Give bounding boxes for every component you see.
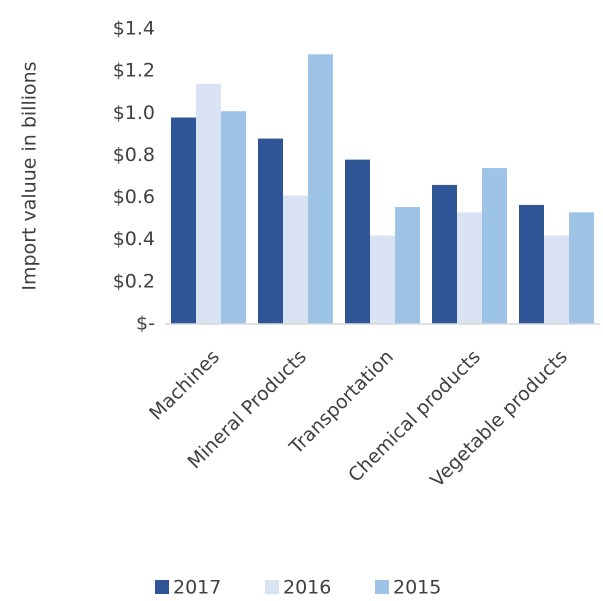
legend-label: 2016 [283, 577, 331, 599]
bar [196, 83, 221, 325]
bar [569, 212, 594, 324]
y-tick-label: $0.2 [113, 270, 155, 292]
bar [171, 117, 196, 324]
legend-swatch [375, 580, 389, 594]
bar [395, 207, 420, 324]
y-tick-label: $0.6 [113, 186, 155, 208]
bar [544, 235, 569, 324]
x-tick-label: Machines [145, 346, 224, 425]
bar [283, 195, 308, 324]
bar [519, 204, 544, 324]
y-tick-label: $1.0 [113, 102, 155, 124]
y-tick-label: $1.4 [113, 18, 155, 40]
bar [308, 54, 333, 325]
bar [258, 138, 283, 324]
y-tick-label: $1.2 [113, 60, 155, 82]
y-tick-label: $0.4 [113, 228, 155, 250]
bar [432, 184, 457, 324]
bar [482, 168, 507, 324]
bar [457, 212, 482, 324]
legend-swatch [155, 580, 169, 594]
legend-swatch [265, 580, 279, 594]
y-axis-label: Import valuue in billions [19, 61, 41, 290]
y-tick-label: $- [136, 313, 155, 335]
legend-label: 2015 [393, 577, 441, 599]
bar [370, 235, 395, 324]
bar [345, 159, 370, 324]
bar [221, 111, 246, 324]
y-tick-label: $0.8 [113, 144, 155, 166]
legend-label: 2017 [173, 577, 221, 599]
